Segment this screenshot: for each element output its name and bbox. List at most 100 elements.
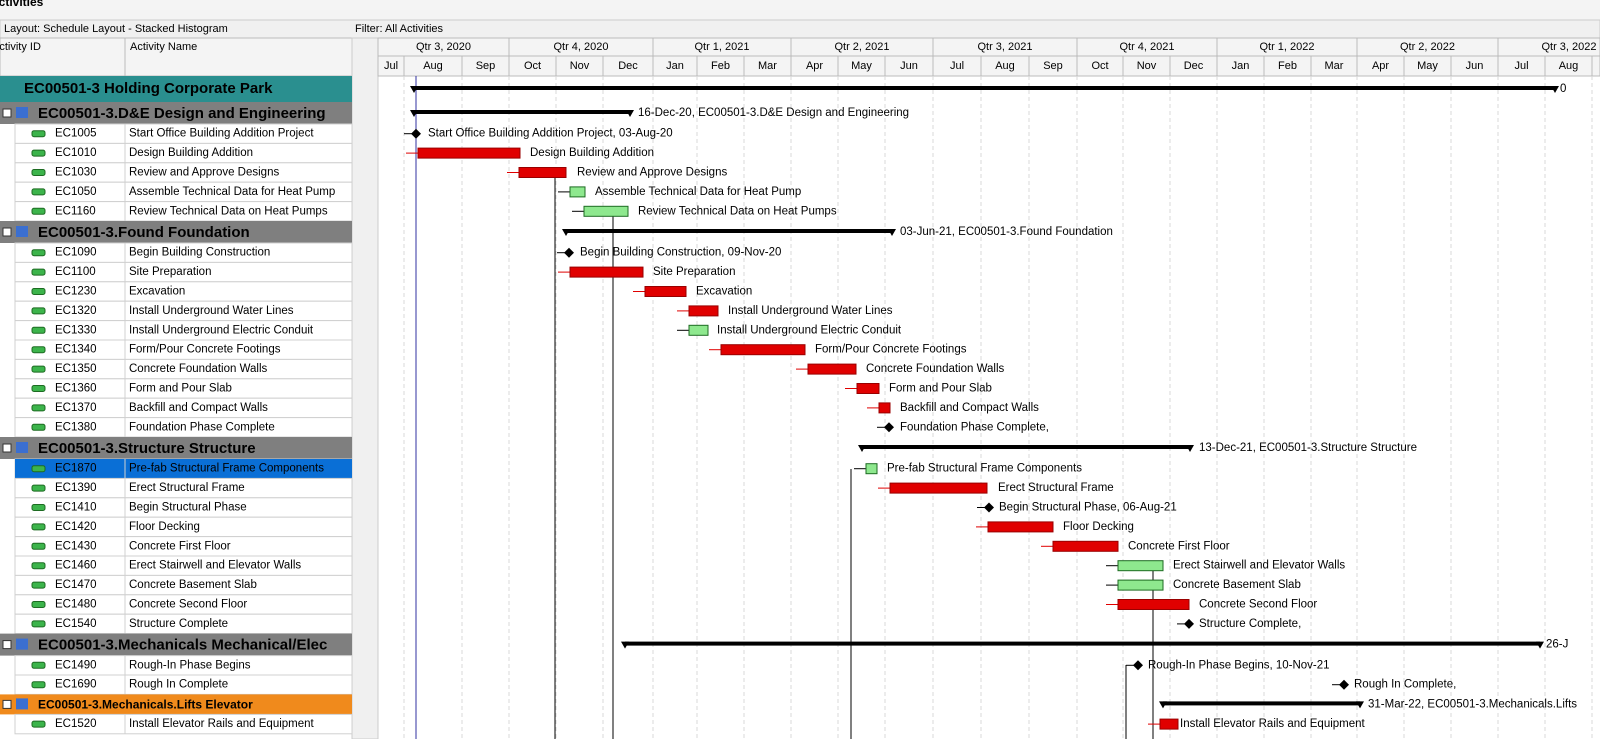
activity-name[interactable]: Assemble Technical Data for Heat Pump (129, 186, 335, 198)
activity-name[interactable]: Backfill and Compact Walls (129, 402, 268, 414)
wbs-name[interactable]: EC00501-3.Structure Structure (38, 440, 256, 457)
activity-id[interactable]: EC1870 (55, 463, 97, 475)
activity-id[interactable]: EC1330 (55, 324, 97, 336)
wbs-row (0, 221, 352, 243)
critical-bar[interactable] (807, 363, 857, 375)
wbs-name[interactable]: EC00501-3.Mechanicals Mechanical/Elec (38, 637, 327, 654)
wbs-toggle[interactable] (2, 227, 12, 237)
activity-name[interactable]: Floor Decking (129, 521, 200, 533)
activity-name[interactable]: Install Underground Water Lines (129, 305, 294, 317)
activity-name[interactable]: Begin Structural Phase (129, 502, 247, 514)
wbs-name[interactable]: EC00501-3.Mechanicals.Lifts Elevator (38, 698, 253, 712)
activity-name[interactable]: Form and Pour Slab (129, 383, 232, 395)
critical-bar[interactable] (987, 521, 1054, 533)
activity-id[interactable]: EC1410 (55, 502, 97, 514)
activity-bar[interactable] (865, 463, 878, 475)
milestone (564, 247, 574, 258)
activity-id[interactable]: EC1160 (55, 205, 96, 217)
activity-id[interactable]: EC1340 (55, 344, 97, 356)
critical-bar[interactable] (1052, 540, 1119, 552)
activity-id[interactable]: EC1490 (55, 659, 97, 671)
activity-name[interactable]: Start Office Building Addition Project (129, 128, 314, 140)
activity-name[interactable]: Review Technical Data on Heat Pumps (129, 205, 328, 217)
wbs-name[interactable]: EC00501-3.Found Foundation (38, 224, 250, 241)
activity-name[interactable]: Review and Approve Designs (129, 167, 279, 179)
activity-id[interactable]: EC1360 (55, 383, 97, 395)
activity-name[interactable]: Rough-In Phase Begins (129, 659, 251, 671)
activity-id[interactable]: EC1540 (55, 618, 97, 630)
activity-name[interactable]: Form/Pour Concrete Footings (129, 344, 281, 356)
layout-label[interactable]: Layout: Schedule Layout - Stacked Histog… (4, 23, 228, 35)
activity-bar[interactable] (583, 205, 629, 217)
month-label: Apr (1372, 60, 1389, 72)
activity-name[interactable]: Concrete Basement Slab (129, 579, 257, 591)
quarter-label: Qtr 3, 2022 (1541, 41, 1596, 53)
wbs-toggle[interactable] (2, 108, 12, 118)
scrollbar[interactable] (351, 37, 379, 739)
activity-id[interactable]: EC1480 (55, 599, 97, 611)
activity-name[interactable]: Begin Building Construction (129, 247, 270, 259)
column-name[interactable]: Activity Name (130, 41, 197, 53)
activity-name[interactable]: Install Underground Electric Conduit (129, 324, 314, 336)
critical-bar[interactable] (889, 482, 988, 494)
critical-bar[interactable] (856, 383, 880, 394)
bar-label: Site Preparation (653, 266, 735, 278)
filter-label[interactable]: Filter: All Activities (355, 23, 444, 35)
activity-bar[interactable] (1117, 560, 1164, 572)
activity-id[interactable]: EC1420 (55, 521, 97, 533)
critical-bar[interactable] (518, 167, 567, 178)
activity-name[interactable]: Design Building Addition (129, 147, 253, 159)
wbs-toggle[interactable] (2, 699, 12, 709)
activity-name[interactable]: Structure Complete (129, 618, 228, 630)
critical-bar[interactable] (569, 266, 644, 278)
critical-bar[interactable] (1117, 599, 1190, 610)
activity-id[interactable]: EC1100 (55, 266, 96, 278)
activity-id[interactable]: EC1460 (55, 560, 97, 572)
activity-id[interactable]: EC1380 (55, 421, 97, 433)
activity-bar[interactable] (1117, 579, 1164, 591)
activity-id[interactable]: EC1030 (55, 167, 97, 179)
activity-bar[interactable] (569, 186, 586, 198)
activity-name[interactable]: Site Preparation (129, 266, 211, 278)
activity-name[interactable]: Erect Structural Frame (129, 482, 245, 494)
activity-name[interactable]: Install Elevator Rails and Equipment (129, 718, 315, 730)
activity-name[interactable]: Concrete First Floor (129, 540, 231, 552)
month-label: Dec (618, 60, 638, 72)
activity-id[interactable]: EC1005 (55, 128, 97, 140)
activity-name[interactable]: Pre-fab Structural Frame Components (129, 463, 324, 475)
critical-bar[interactable] (417, 147, 521, 159)
activity-name[interactable]: Erect Stairwell and Elevator Walls (129, 560, 301, 572)
bar-label: 26-J (1546, 639, 1568, 651)
critical-bar[interactable] (688, 305, 719, 317)
critical-bar[interactable] (878, 402, 891, 414)
column-id[interactable]: Activity ID (0, 41, 41, 53)
activity-id[interactable]: EC1230 (55, 286, 97, 298)
wbs-toggle[interactable] (2, 640, 12, 650)
activity-id[interactable]: EC1520 (55, 718, 97, 730)
activity-id[interactable]: EC1350 (55, 363, 97, 375)
activity-name[interactable]: Excavation (129, 286, 185, 298)
activity-id[interactable]: EC1320 (55, 305, 97, 317)
critical-bar[interactable] (1159, 718, 1179, 730)
activity-name[interactable]: Concrete Foundation Walls (129, 363, 268, 375)
activity-id[interactable]: EC1370 (55, 402, 97, 414)
activity-id[interactable]: EC1430 (55, 540, 97, 552)
activity-id[interactable]: EC1390 (55, 482, 97, 494)
project-name[interactable]: EC00501-3 Holding Corporate Park (24, 80, 273, 97)
activity-id[interactable]: EC1050 (55, 186, 97, 198)
activity-id[interactable]: EC1090 (55, 247, 97, 259)
bar-label: Concrete First Floor (1128, 540, 1230, 552)
bar-label: Pre-fab Structural Frame Components (887, 463, 1082, 475)
activity-name[interactable]: Foundation Phase Complete (129, 421, 275, 433)
activity-name[interactable]: Rough In Complete (129, 679, 228, 691)
wbs-name[interactable]: EC00501-3.D&E Design and Engineering (38, 105, 326, 122)
critical-bar[interactable] (644, 286, 687, 297)
activity-id[interactable]: EC1010 (55, 147, 97, 159)
wbs-toggle[interactable] (2, 443, 12, 453)
activity-id[interactable]: EC1690 (55, 679, 97, 691)
activity-id[interactable]: EC1470 (55, 579, 97, 591)
critical-bar[interactable] (720, 344, 806, 356)
activity-name[interactable]: Concrete Second Floor (129, 599, 247, 611)
activity-bar[interactable] (688, 324, 709, 336)
